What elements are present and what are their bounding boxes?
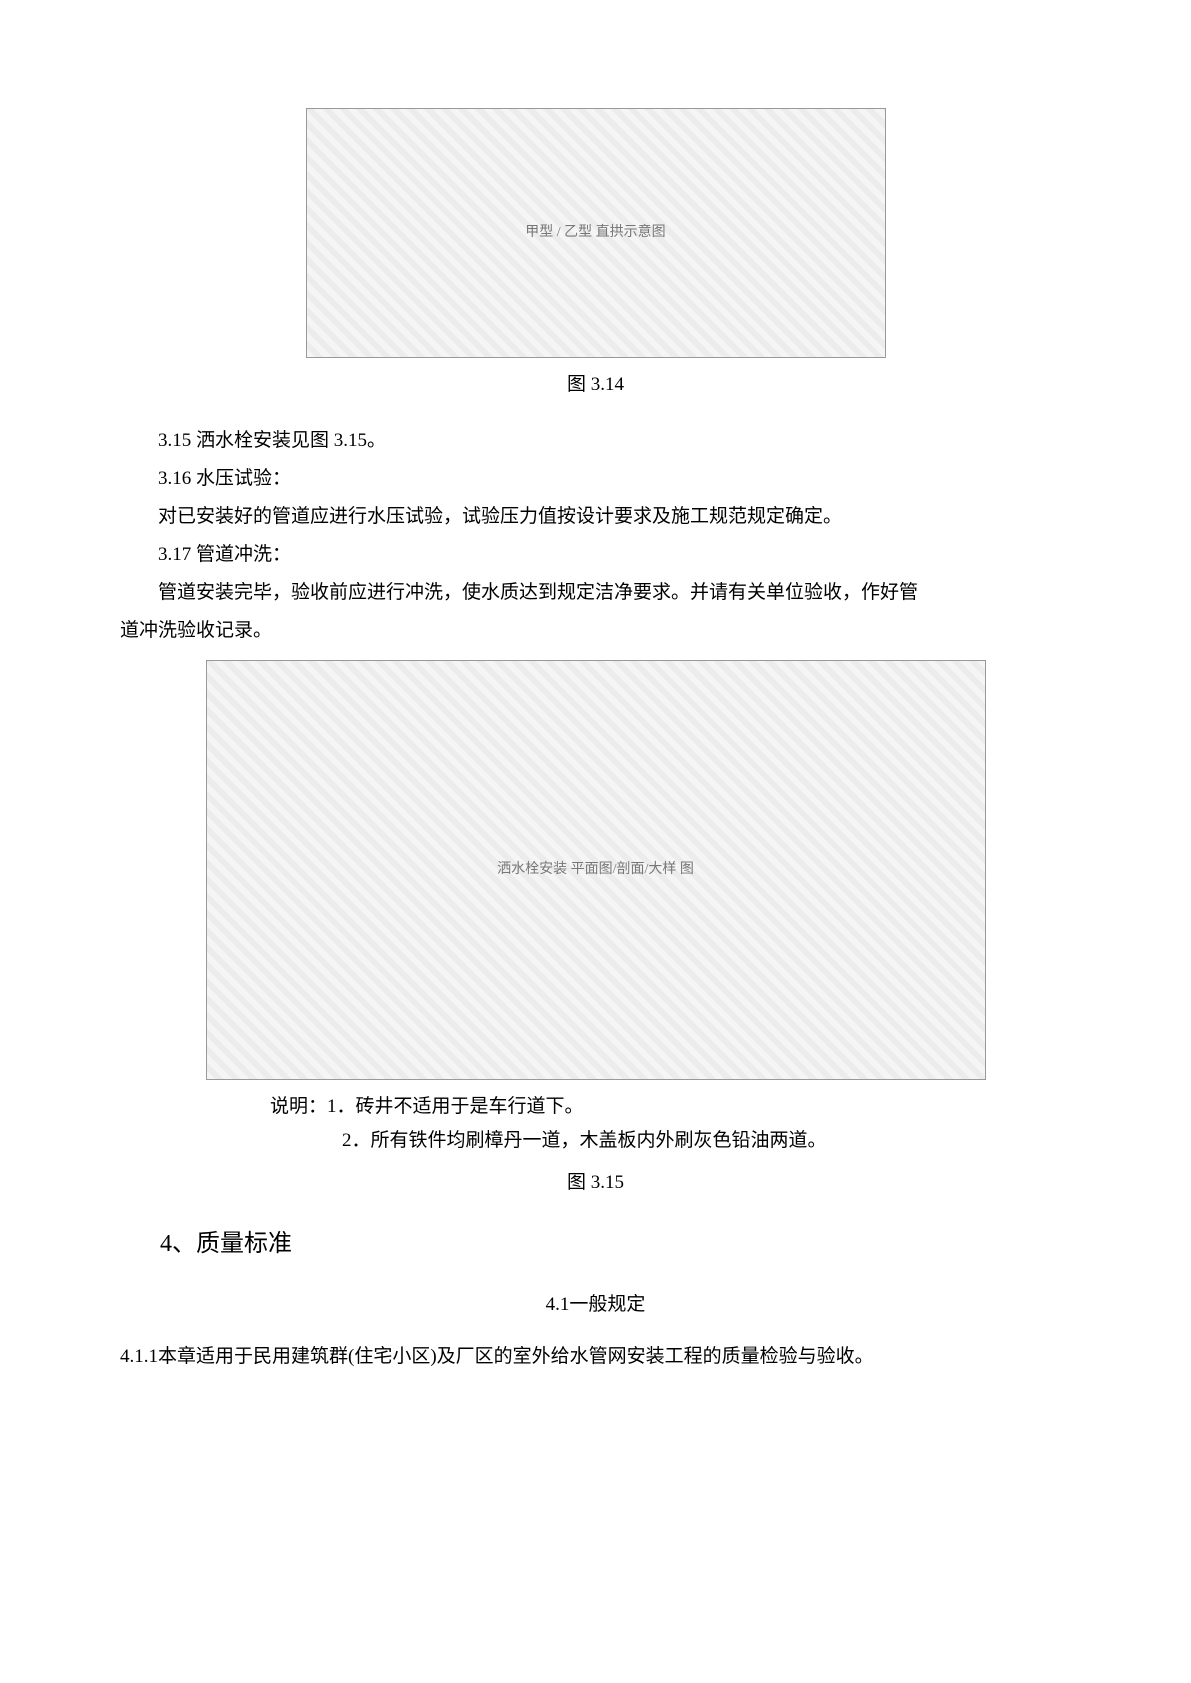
- figure-315-image: 洒水栓安装 平面图/剖面/大样 图: [206, 660, 986, 1080]
- figure-314-container: 甲型 / 乙型 直拱示意图: [120, 108, 1071, 358]
- rule-4-1-1: 4.1.1本章适用于民用建筑群(住宅小区)及厂区的室外给水管网安装工程的质量检验…: [120, 1338, 1071, 1376]
- subsection-4-1-title: 4.1一般规定: [120, 1286, 1071, 1324]
- para-3-15: 3.15 洒水栓安装见图 3.15。: [120, 422, 1071, 460]
- explain-line-2: 2．所有铁件均刷樟丹一道，木盖板内外刷灰色铅油两道。: [342, 1124, 1071, 1158]
- figure-314-image: 甲型 / 乙型 直拱示意图: [306, 108, 886, 358]
- para-3-16-title: 3.16 水压试验：: [120, 460, 1071, 498]
- figure-315-container: 洒水栓安装 平面图/剖面/大样 图: [120, 660, 1071, 1080]
- para-3-17-title: 3.17 管道冲洗：: [120, 536, 1071, 574]
- section-4-heading: 4、质量标准: [160, 1220, 1071, 1268]
- figure-315-explain: 说明：1．砖井不适用于是车行道下。 2．所有铁件均刷樟丹一道，木盖板内外刷灰色铅…: [120, 1090, 1071, 1158]
- figure-315-caption: 图 3.15: [120, 1164, 1071, 1202]
- figure-314-caption: 图 3.14: [120, 366, 1071, 404]
- para-3-16-body: 对已安装好的管道应进行水压试验，试验压力值按设计要求及施工规范规定确定。: [120, 498, 1071, 536]
- para-3-17-body: 管道安装完毕，验收前应进行冲洗，使水质达到规定洁净要求。并请有关单位验收，作好管: [120, 574, 1071, 612]
- explain-line-1: 说明：1．砖井不适用于是车行道下。: [270, 1090, 1071, 1124]
- para-3-17-body-cont: 道冲洗验收记录。: [120, 612, 1071, 650]
